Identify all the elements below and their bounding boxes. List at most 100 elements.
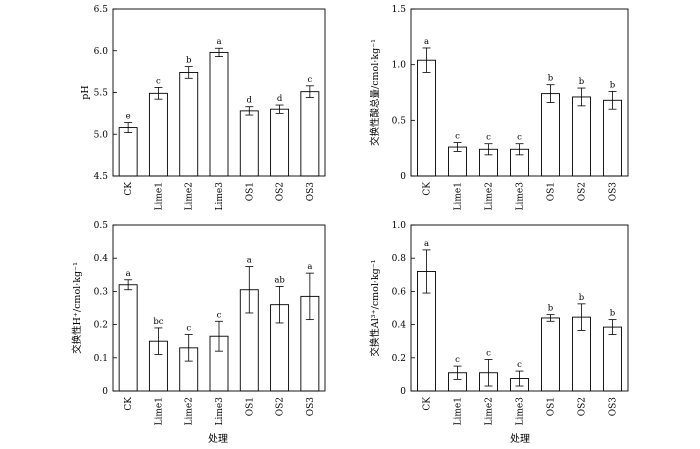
significance-label: b	[548, 304, 554, 314]
bar	[209, 51, 229, 177]
category-label: Lime2	[485, 182, 495, 210]
y-tick-label: 0.2	[392, 354, 406, 364]
significance-label: a	[307, 262, 312, 272]
significance-label: c	[455, 132, 460, 142]
y-tick-label: 5.0	[94, 130, 109, 140]
y-tick-label: 0.8	[392, 254, 407, 264]
y-tick-label: 0.1	[94, 354, 108, 364]
significance-label: c	[455, 355, 460, 365]
significance-label: c	[517, 360, 522, 370]
category-label: OS3	[306, 397, 316, 417]
category-label: OS1	[547, 182, 557, 201]
category-label: OS1	[245, 182, 255, 201]
category-label: Lime3	[215, 182, 225, 211]
category-label: OS3	[609, 397, 619, 417]
significance-label: c	[186, 324, 191, 334]
y-axis-label: 交换性H⁺/cmol·kg⁻¹	[71, 262, 83, 354]
y-tick-label: 0.2	[94, 321, 108, 331]
significance-label: bc	[153, 317, 163, 327]
category-label: OS2	[276, 397, 286, 416]
y-axis-label: pH	[80, 85, 91, 99]
significance-label: c	[486, 348, 491, 358]
bar	[148, 92, 168, 177]
y-tick-label: 4.5	[94, 172, 109, 182]
significance-label: b	[579, 293, 585, 303]
category-label: Lime3	[215, 397, 225, 426]
significance-label: b	[610, 309, 616, 319]
significance-label: c	[156, 76, 161, 86]
category-label: CK	[423, 397, 433, 411]
category-label: OS1	[547, 397, 557, 416]
y-tick-label: 0	[102, 387, 108, 397]
y-axis-label: 交换性Al³⁺/cmol·kg⁻¹	[369, 259, 381, 356]
y-tick-label: 0.5	[94, 221, 109, 231]
significance-label: c	[307, 75, 312, 85]
bar	[300, 91, 320, 177]
y-tick-label: 1.5	[392, 5, 407, 15]
y-tick-label: 6.0	[94, 47, 109, 57]
plot-frame	[410, 8, 629, 177]
significance-label: b	[579, 77, 585, 87]
significance-label: ab	[274, 275, 285, 285]
category-label: Lime3	[516, 397, 526, 426]
bar	[179, 72, 199, 177]
y-tick-label: 0.3	[94, 287, 109, 297]
y-tick-label: 1.0	[392, 61, 407, 71]
y-tick-label: 0.4	[94, 254, 109, 264]
significance-label: a	[424, 239, 429, 249]
category-label: Lime3	[516, 182, 526, 211]
significance-label: c	[486, 133, 491, 143]
category-label: Lime2	[185, 397, 195, 425]
bar	[541, 317, 560, 392]
plot-frame	[112, 224, 326, 392]
category-label: Lime2	[185, 182, 195, 210]
y-axis-label: 交换性酸总量/cmol·kg⁻¹	[369, 39, 381, 146]
y-tick-label: 0	[400, 387, 406, 397]
bar	[118, 284, 138, 392]
significance-label: d	[277, 94, 283, 104]
y-tick-label: 0.5	[392, 116, 407, 126]
significance-label: b	[610, 80, 616, 90]
y-tick-label: 5.5	[94, 89, 109, 99]
significance-label: d	[247, 96, 253, 106]
significance-label: c	[217, 310, 222, 320]
category-label: OS3	[306, 182, 316, 202]
category-label: OS2	[276, 182, 286, 201]
category-label: OS1	[245, 397, 255, 416]
y-tick-label: 1.0	[392, 221, 407, 231]
y-tick-label: 6.5	[94, 5, 109, 15]
plot-frame	[410, 224, 629, 392]
bar	[417, 59, 436, 177]
bar	[118, 127, 138, 177]
category-label: Lime2	[485, 397, 495, 425]
y-tick-label: 0.4	[392, 321, 407, 331]
significance-label: e	[126, 112, 131, 122]
significance-label: a	[247, 256, 252, 266]
category-label: CK	[124, 397, 134, 411]
category-label: OS3	[609, 182, 619, 202]
category-label: OS2	[578, 397, 588, 416]
plot-frame	[112, 8, 326, 177]
bar	[603, 326, 622, 392]
significance-label: a	[126, 269, 131, 279]
bar	[572, 96, 591, 177]
category-label: CK	[423, 182, 433, 196]
xaxis-title-right: 处理	[510, 433, 530, 445]
xaxis-title-left: 处理	[208, 433, 228, 445]
category-label: Lime1	[454, 397, 464, 425]
category-label: CK	[124, 182, 134, 196]
significance-label: a	[216, 37, 221, 47]
category-label: Lime1	[154, 397, 164, 425]
bar	[541, 93, 560, 177]
category-label: Lime1	[454, 182, 464, 210]
category-label: Lime1	[154, 182, 164, 210]
y-tick-label: 0	[400, 172, 406, 182]
y-tick-label: 0.6	[392, 287, 407, 297]
bar	[270, 108, 290, 177]
significance-label: c	[517, 133, 522, 143]
bar	[239, 110, 259, 177]
category-label: OS2	[578, 182, 588, 201]
significance-label: b	[186, 56, 192, 66]
bar	[603, 99, 622, 177]
